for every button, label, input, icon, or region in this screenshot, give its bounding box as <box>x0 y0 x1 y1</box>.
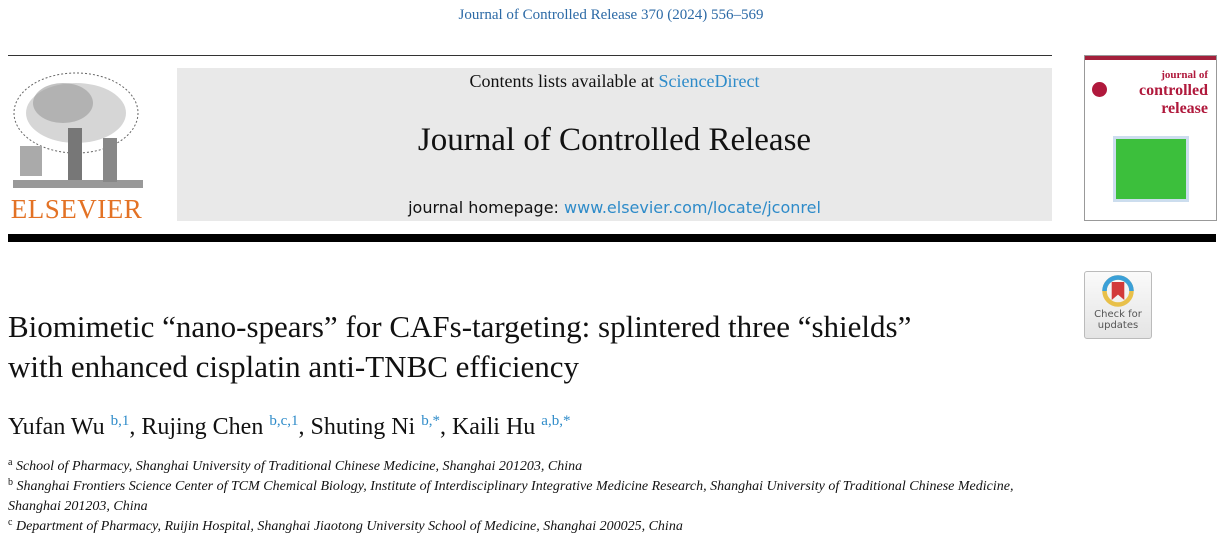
affiliation-text: Shanghai Frontiers Science Center of TCM… <box>8 479 1014 514</box>
contents-prefix: Contents lists available at <box>469 71 659 91</box>
homepage-prefix: journal homepage: <box>408 198 565 217</box>
check-updates-icon <box>1102 275 1134 307</box>
affiliation-label: a <box>8 457 13 468</box>
author-name[interactable]: Yufan Wu <box>8 414 105 440</box>
title-line: with enhanced cisplatin anti-TNBC effici… <box>8 349 580 384</box>
cover-illustration <box>1112 136 1189 202</box>
contents-line: Contents lists available at ScienceDirec… <box>177 70 1052 92</box>
cover-line: release <box>1161 100 1208 117</box>
journal-title: Journal of Controlled Release <box>417 122 812 158</box>
author[interactable]: Kaili Hu a,b,* <box>451 413 571 441</box>
author-affiliation-marks[interactable]: a,b,* <box>541 413 571 429</box>
author[interactable]: Rujing Chen b,c,1 <box>141 413 299 441</box>
author-affiliation-marks[interactable]: b,c,1 <box>269 413 299 429</box>
cr-logo-icon <box>1092 82 1107 97</box>
author-name[interactable]: Shuting Ni <box>310 414 416 440</box>
affiliations: a School of Pharmacy, Shanghai Universit… <box>8 457 1053 537</box>
header-bar <box>8 234 1216 242</box>
journal-citation[interactable]: Journal of Controlled Release 370 (2024)… <box>458 7 764 23</box>
homepage-link[interactable]: www.elsevier.com/locate/jconrel <box>564 198 821 217</box>
affiliation: c Department of Pharmacy, Ruijin Hospita… <box>8 517 1053 537</box>
affiliation-text: School of Pharmacy, Shanghai University … <box>15 459 583 474</box>
affiliation-label: c <box>8 517 13 528</box>
elsevier-wordmark: ELSEVIER <box>10 194 143 224</box>
author-affiliation-marks[interactable]: b,* <box>421 413 440 429</box>
affiliation: a School of Pharmacy, Shanghai Universit… <box>8 457 1053 477</box>
affiliation: b Shanghai Frontiers Science Center of T… <box>8 477 1053 517</box>
article-title: Biomimetic “nano-spears” for CAFs-target… <box>8 307 1078 387</box>
journal-banner: Contents lists available at ScienceDirec… <box>177 68 1052 221</box>
affiliation-label: b <box>8 477 13 488</box>
author[interactable]: Yufan Wu b,1 <box>8 413 130 441</box>
check-updates-label: Check for <box>1094 309 1142 320</box>
author-affiliation-marks[interactable]: b,1 <box>110 413 130 429</box>
divider <box>8 55 1052 56</box>
check-updates-label: updates <box>1097 320 1139 331</box>
cover-line: controlled <box>1138 82 1208 99</box>
affiliation-text: Department of Pharmacy, Ruijin Hospital,… <box>15 519 683 534</box>
author-list: Yufan Wu b,1, Rujing Chen b,c,1, Shuting… <box>8 413 571 441</box>
homepage-line: journal homepage: www.elsevier.com/locat… <box>177 198 1052 218</box>
title-line: Biomimetic “nano-spears” for CAFs-target… <box>8 309 912 344</box>
journal-cover-image[interactable]: journal of controlled release <box>1084 55 1217 221</box>
sciencedirect-link[interactable]: ScienceDirect <box>658 71 760 91</box>
cover-line: journal of <box>1161 69 1208 81</box>
elsevier-tree-logo[interactable] <box>8 68 145 193</box>
check-for-updates-button[interactable]: Check for updates <box>1084 271 1152 339</box>
author[interactable]: Shuting Ni b,* <box>310 413 440 441</box>
author-name[interactable]: Rujing Chen <box>141 414 264 440</box>
author-name[interactable]: Kaili Hu <box>451 414 536 440</box>
